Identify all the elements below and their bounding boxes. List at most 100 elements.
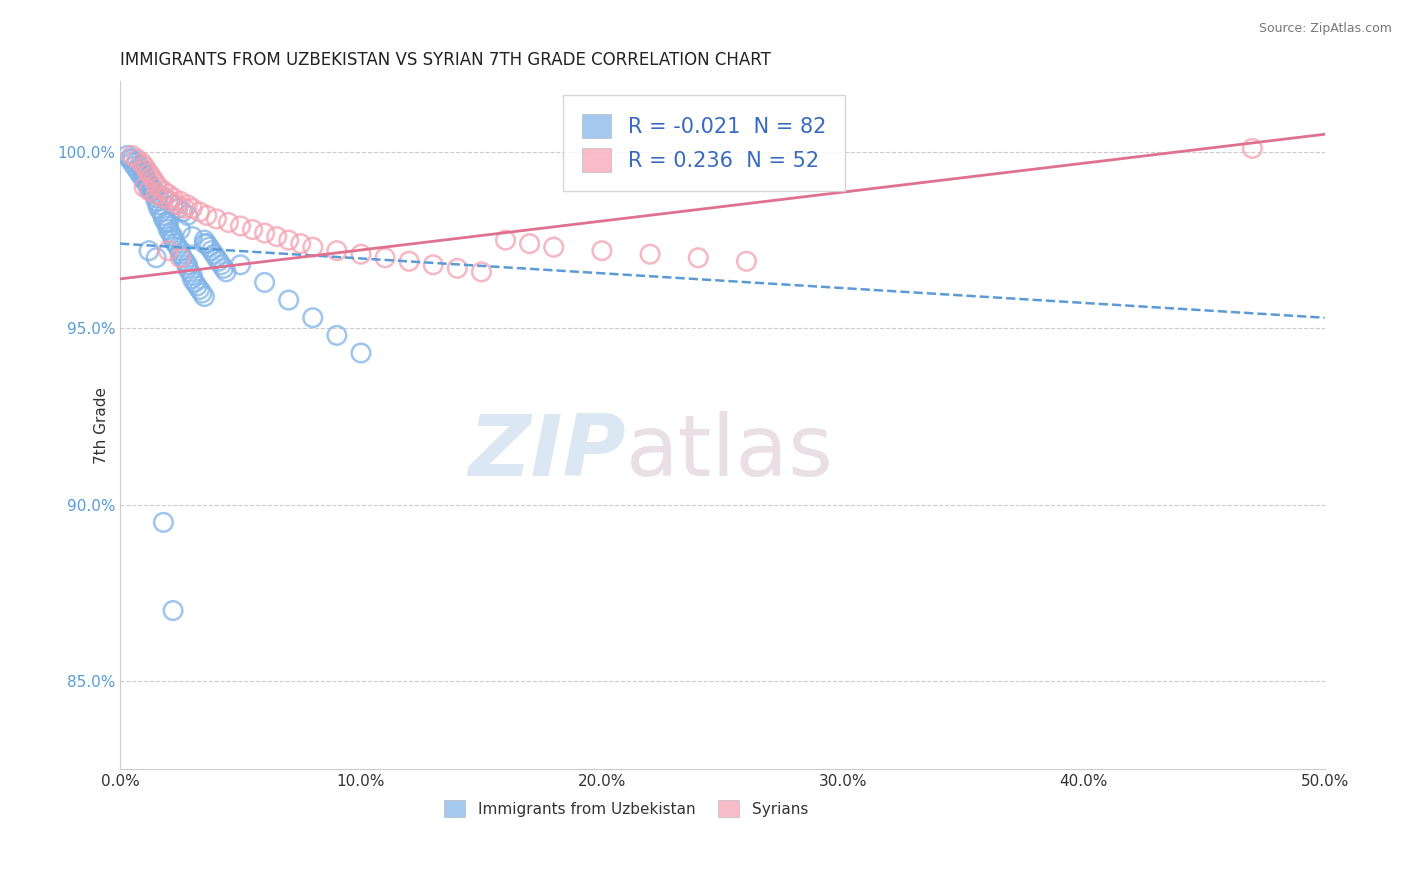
Point	[159, 226, 181, 240]
Point	[157, 194, 180, 209]
Point	[145, 177, 167, 191]
Point	[125, 155, 148, 169]
Point	[152, 208, 174, 222]
Point	[519, 236, 541, 251]
Point	[172, 205, 194, 219]
Point	[128, 159, 150, 173]
Point	[638, 247, 661, 261]
Point	[242, 222, 264, 236]
Point	[188, 205, 211, 219]
Point	[155, 215, 177, 229]
Point	[148, 202, 170, 216]
Point	[202, 247, 225, 261]
Point	[174, 254, 197, 268]
Point	[301, 310, 323, 325]
Point	[253, 276, 276, 290]
Point	[172, 251, 194, 265]
Point	[217, 215, 239, 229]
Point	[229, 219, 252, 233]
Point	[159, 194, 181, 209]
Text: ZIP: ZIP	[468, 411, 626, 494]
Point	[195, 236, 218, 251]
Point	[181, 202, 204, 216]
Point	[266, 229, 288, 244]
Point	[688, 251, 710, 265]
Point	[141, 169, 163, 184]
Point	[135, 173, 157, 187]
Point	[121, 148, 143, 162]
Point	[179, 265, 201, 279]
Point	[152, 191, 174, 205]
Point	[162, 233, 184, 247]
Point	[134, 173, 156, 187]
Point	[167, 202, 190, 216]
Point	[181, 272, 204, 286]
Point	[176, 261, 198, 276]
Point	[186, 279, 208, 293]
Point	[165, 236, 187, 251]
Point	[253, 226, 276, 240]
Point	[135, 162, 157, 177]
Point	[138, 180, 160, 194]
Point	[124, 159, 146, 173]
Point	[141, 184, 163, 198]
Point	[134, 159, 156, 173]
Point	[735, 254, 758, 268]
Point	[145, 194, 167, 209]
Point	[183, 276, 205, 290]
Point	[162, 229, 184, 244]
Point	[209, 258, 232, 272]
Point	[152, 184, 174, 198]
Point	[470, 265, 492, 279]
Point	[176, 258, 198, 272]
Point	[142, 187, 165, 202]
Point	[543, 240, 565, 254]
Point	[157, 215, 180, 229]
Point	[145, 187, 167, 202]
Point	[138, 166, 160, 180]
Point	[121, 152, 143, 166]
Text: Source: ZipAtlas.com: Source: ZipAtlas.com	[1258, 22, 1392, 36]
Point	[229, 258, 252, 272]
Point	[301, 240, 323, 254]
Point	[174, 202, 197, 216]
Point	[131, 155, 153, 169]
Point	[157, 244, 180, 258]
Point	[157, 219, 180, 233]
Point	[215, 265, 238, 279]
Point	[1241, 141, 1264, 155]
Point	[212, 261, 235, 276]
Point	[162, 191, 184, 205]
Point	[495, 233, 517, 247]
Point	[188, 283, 211, 297]
Point	[422, 258, 444, 272]
Point	[176, 208, 198, 222]
Point	[138, 244, 160, 258]
Point	[198, 240, 221, 254]
Point	[148, 198, 170, 212]
Point	[169, 244, 191, 258]
Point	[121, 155, 143, 169]
Point	[128, 166, 150, 180]
Point	[134, 180, 156, 194]
Point	[142, 173, 165, 187]
Point	[162, 198, 184, 212]
Point	[157, 222, 180, 236]
Point	[169, 251, 191, 265]
Point	[150, 205, 173, 219]
Point	[125, 152, 148, 166]
Point	[191, 286, 214, 301]
Point	[162, 603, 184, 617]
Point	[277, 233, 299, 247]
Point	[326, 244, 349, 258]
Point	[169, 222, 191, 236]
Point	[167, 240, 190, 254]
Point	[152, 211, 174, 226]
Point	[169, 194, 191, 209]
Point	[125, 162, 148, 177]
Point	[157, 187, 180, 202]
Point	[446, 261, 468, 276]
Point	[167, 198, 190, 212]
Point	[145, 251, 167, 265]
Point	[277, 293, 299, 307]
